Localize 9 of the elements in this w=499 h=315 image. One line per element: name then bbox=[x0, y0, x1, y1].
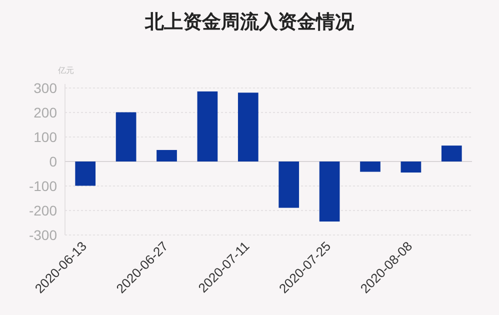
ytick: -300 bbox=[28, 227, 57, 243]
ylabel: 亿元 bbox=[58, 66, 74, 75]
ytick: 100 bbox=[34, 129, 57, 145]
ytick: 300 bbox=[34, 80, 57, 96]
ytick: -100 bbox=[28, 178, 57, 194]
title: 北上资金周流入资金情况 bbox=[145, 12, 354, 33]
ytick: -200 bbox=[28, 202, 57, 218]
ytick: 200 bbox=[34, 104, 57, 120]
ytick: 0 bbox=[49, 154, 57, 170]
